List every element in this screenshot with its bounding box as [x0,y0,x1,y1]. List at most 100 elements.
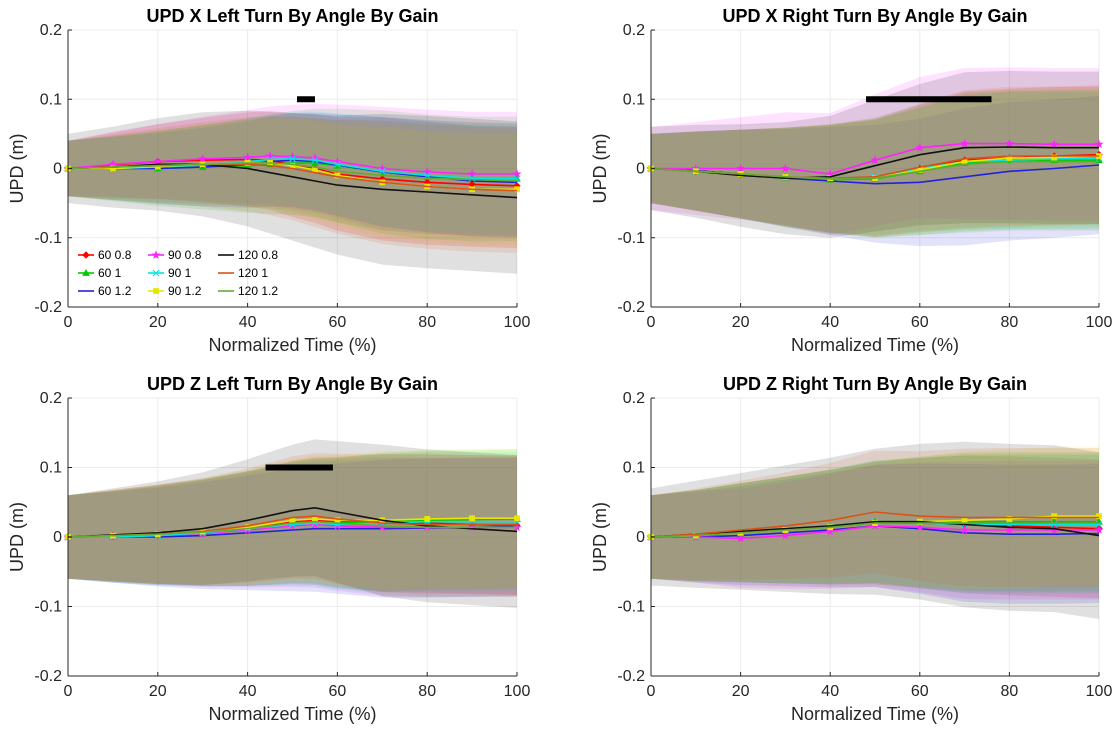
y-tick-label: 0.2 [40,390,62,407]
legend-label: 120 0.8 [238,248,278,262]
sd-band-120-1-2 [651,92,1099,238]
series-point [915,142,925,152]
series-point [1004,525,1014,534]
chart-panel-1: 0 20 40 60 80 100 -0.2 -0.1 0 0.1 0.2 UPD X Left Tu… [7,6,530,355]
y-tick-label: 0.2 [623,22,645,39]
series-point [1094,525,1104,534]
series-point [289,155,296,163]
sd-band-60-1-2 [68,112,517,238]
y-tick-label: -0.1 [34,599,62,616]
sd-band-90-1 [651,88,1099,236]
x-axis-label: Normalized Time (%) [208,335,376,355]
series-point [289,517,296,524]
y-axis-label: UPD (m) [590,134,610,204]
series-point [424,516,431,522]
legend-label: 90 1.2 [168,284,202,298]
series-point [332,156,342,166]
x-tick-label: 20 [149,683,167,700]
x-tick-label: 100 [504,314,531,331]
series-point [1004,138,1014,148]
legend-marker [153,288,159,294]
x-tick-label: 60 [329,683,347,700]
series-point [780,163,790,173]
series-line-120-1-2 [650,160,1099,180]
chart-title: UPD X Right Turn By Angle By Gain [722,6,1027,26]
x-tick-label: 60 [329,314,347,331]
y-tick-label: -0.2 [617,299,645,316]
x-tick-label: 60 [911,683,929,700]
chart-title: UPD X Left Turn By Angle By Gain [146,6,438,26]
sd-band-60-1-2 [651,463,1099,604]
series-line-120-1 [650,511,1099,538]
y-tick-label: -0.2 [34,668,62,685]
y-tick-label: -0.2 [617,668,645,685]
sd-band-120-0-8 [651,441,1099,619]
x-tick-label: 20 [732,314,750,331]
legend-label: 120 1.2 [238,284,278,298]
x-axis-label: Normalized Time (%) [208,704,376,724]
legend-label: 90 1 [168,266,192,280]
y-axis-label: UPD (m) [7,502,27,572]
legend-label: 120 1 [238,266,268,280]
y-tick-label: 0 [636,529,645,546]
series-point [1094,139,1104,149]
series-point [1049,139,1059,149]
legend-marker [151,250,161,259]
x-tick-label: 0 [647,683,656,700]
y-tick-label: -0.1 [617,230,645,247]
x-tick-label: 80 [418,314,436,331]
series-point [378,167,386,175]
y-tick-label: -0.1 [34,230,62,247]
sd-band-60-1 [68,108,517,242]
series-line-120-0-8 [650,146,1099,180]
legend-label: 90 0.8 [168,248,202,262]
series-point [311,156,319,164]
x-tick-label: 100 [1086,683,1113,700]
sd-band-60-0-8 [68,110,517,249]
series-line-120-1-2 [67,520,517,538]
chart-title: UPD Z Left Turn By Angle By Gain [147,374,438,394]
y-axis-label: UPD (m) [7,134,27,204]
y-tick-label: 0.1 [623,91,645,108]
sd-band-120-0-8 [68,110,517,274]
x-axis-label: Normalized Time (%) [791,335,959,355]
sd-band-90-0-8 [651,460,1099,600]
x-tick-label: 40 [239,314,257,331]
series-point [780,530,790,540]
series-point [961,517,968,524]
series-point [243,152,253,162]
legend-marker [152,269,160,277]
x-tick-label: 0 [647,314,656,331]
x-tick-label: 100 [504,683,531,700]
y-tick-label: 0.2 [623,390,645,407]
series-point [915,522,925,532]
x-tick-label: 20 [149,314,167,331]
legend-label: 60 0.8 [98,248,132,262]
sd-band-90-1-2 [68,117,517,245]
y-tick-label: 0.1 [623,460,645,477]
legend: 60 0.8 60 1 60 1.2 90 0.8 90 1 90 1.2 120 0.8 1… [78,248,278,298]
x-tick-label: 80 [418,683,436,700]
x-tick-label: 0 [64,683,73,700]
y-tick-label: -0.2 [34,299,62,316]
chart-panel-2: 0 20 40 60 80 100 -0.2 -0.1 0 0.1 0.2 UPD X Right T… [590,6,1112,355]
x-tick-label: 40 [239,683,257,700]
series-point [512,169,522,178]
sd-band-120-0-8 [651,70,1099,238]
y-tick-label: 0.1 [40,460,62,477]
series-point [153,156,163,166]
series-point [312,516,318,522]
x-tick-label: 20 [732,683,750,700]
legend-label: 60 1 [98,266,122,280]
x-tick-label: 100 [1086,314,1113,331]
y-tick-label: 0 [53,161,62,178]
series-point [265,151,275,160]
series-line-120-0-8 [67,163,518,199]
sd-band-90-0-8 [68,103,517,237]
series-line-90-1 [68,520,517,538]
x-axis-label: Normalized Time (%) [791,704,959,724]
series-line-120-1-2 [650,522,1099,538]
y-tick-label: 0 [636,161,645,178]
legend-marker [82,268,90,276]
series-point [736,163,746,173]
